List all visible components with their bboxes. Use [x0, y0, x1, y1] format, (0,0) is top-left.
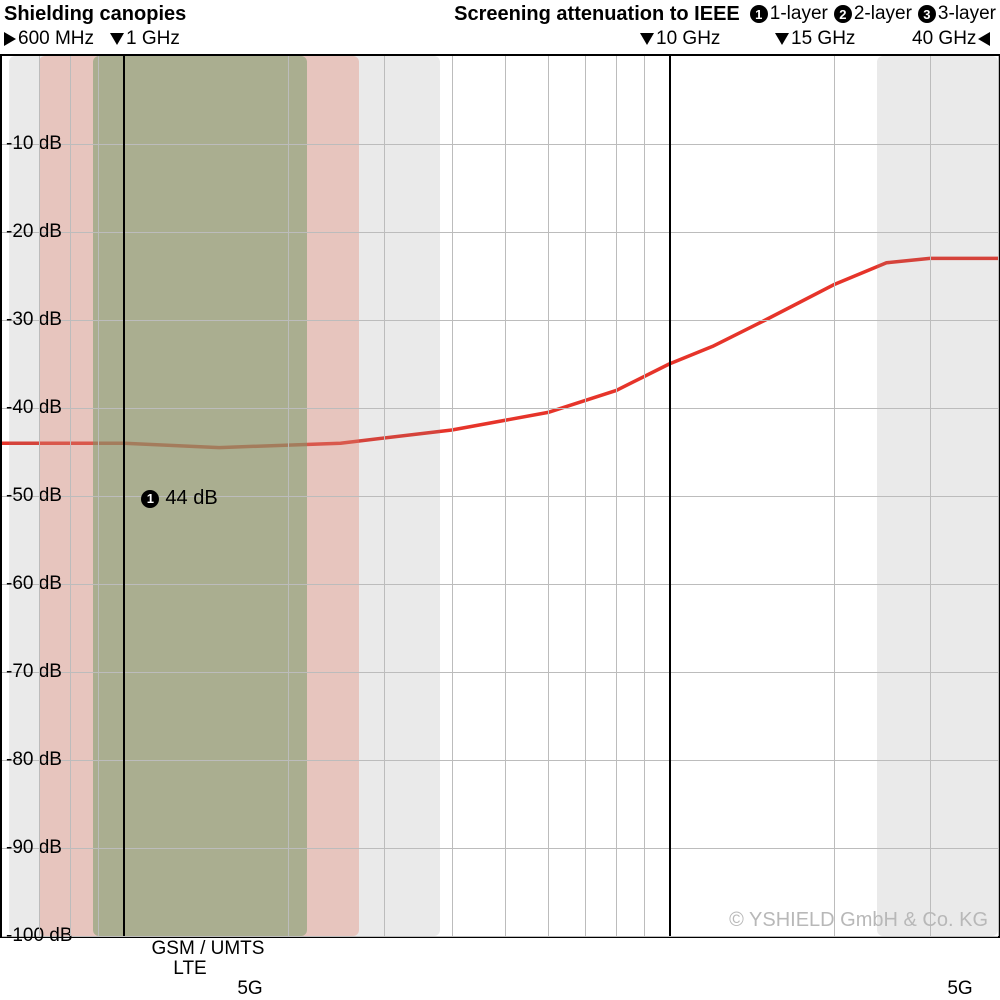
band-label: 5G [237, 978, 262, 1000]
chart-header: Shielding canopies Screening attenuation… [0, 0, 1000, 28]
gridline-v [384, 56, 385, 936]
y-axis-label: -80 dB [6, 749, 62, 771]
band-label: 5G [947, 978, 972, 1000]
freq-marker: 1 GHz [110, 28, 180, 50]
legend-2-layer: 2 2-layer [834, 3, 912, 25]
band-label: LTE [173, 958, 206, 980]
arrow-down-icon [775, 33, 789, 45]
gridline-v [834, 56, 835, 936]
gridline-v [548, 56, 549, 936]
legend-marker-1: 1 [750, 5, 768, 23]
legend-text-3: 3-layer [938, 3, 996, 25]
y-axis-label: -30 dB [6, 309, 62, 331]
gridline-h [2, 672, 998, 673]
legend-text-2: 2-layer [854, 3, 912, 25]
freq-marker: 15 GHz [775, 28, 855, 50]
gridline-v [998, 56, 999, 936]
y-axis-label: -60 dB [6, 573, 62, 595]
freq-marker: 10 GHz [640, 28, 720, 50]
legend-text-1: 1-layer [770, 3, 828, 25]
y-axis-label: -10 dB [6, 133, 62, 155]
arrow-right-icon [4, 32, 16, 46]
y-axis-label: -50 dB [6, 485, 62, 507]
arrow-left-icon [978, 32, 990, 46]
legend-marker-2: 2 [834, 5, 852, 23]
annotation-text: 44 dB [165, 487, 217, 510]
arrow-down-icon [110, 33, 124, 45]
gridline-v [70, 56, 71, 936]
band-label: GSM / UMTS [152, 938, 265, 960]
gridline-v-major [123, 56, 125, 936]
gridline-h [2, 760, 998, 761]
frequency-markers-row: 600 MHz 1 GHz 10 GHz 15 GHz 40 GHz [0, 28, 1000, 52]
legend-1-layer: 1 1-layer [750, 3, 828, 25]
freq-marker: 600 MHz [4, 28, 94, 50]
title-right: Screening attenuation to IEEE [454, 3, 740, 26]
y-axis-label: -40 dB [6, 397, 62, 419]
gridline-v [930, 56, 931, 936]
chart-plot-area: -10 dB -20 dB -30 dB -40 dB -50 dB -60 dB -70 … [0, 54, 1000, 938]
gridline-v [616, 56, 617, 936]
arrow-down-icon [640, 33, 654, 45]
title-right-group: Screening attenuation to IEEE 1 1-layer … [454, 3, 996, 26]
gridline-v [505, 56, 506, 936]
gridline-h [2, 848, 998, 849]
series-annotation: 1 44 dB [141, 487, 217, 510]
gridline-v [288, 56, 289, 936]
y-axis-label: -20 dB [6, 221, 62, 243]
title-left: Shielding canopies [4, 3, 186, 26]
watermark-text: © YSHIELD GmbH & Co. KG [729, 909, 988, 932]
gridline-h [2, 232, 998, 233]
legend-marker-3: 3 [918, 5, 936, 23]
gridline-h [2, 936, 998, 937]
gridline-v [98, 56, 99, 936]
legend-3-layer: 3 3-layer [918, 3, 996, 25]
annotation-marker-icon: 1 [141, 490, 159, 508]
band-labels-row: GSM / UMTSLTE 5G 5G [0, 938, 1000, 1000]
y-axis-label: -70 dB [6, 661, 62, 683]
gridline-v [39, 56, 40, 936]
gridline-v [585, 56, 586, 936]
gridline-v [452, 56, 453, 936]
gridline-h [2, 584, 998, 585]
gridline-v [644, 56, 645, 936]
y-axis-label: -90 dB [6, 837, 62, 859]
freq-marker: 40 GHz [912, 28, 990, 50]
gridline-h [2, 144, 998, 145]
gridline-v-major [669, 56, 671, 936]
gridline-h [2, 320, 998, 321]
gridline-h [2, 408, 998, 409]
